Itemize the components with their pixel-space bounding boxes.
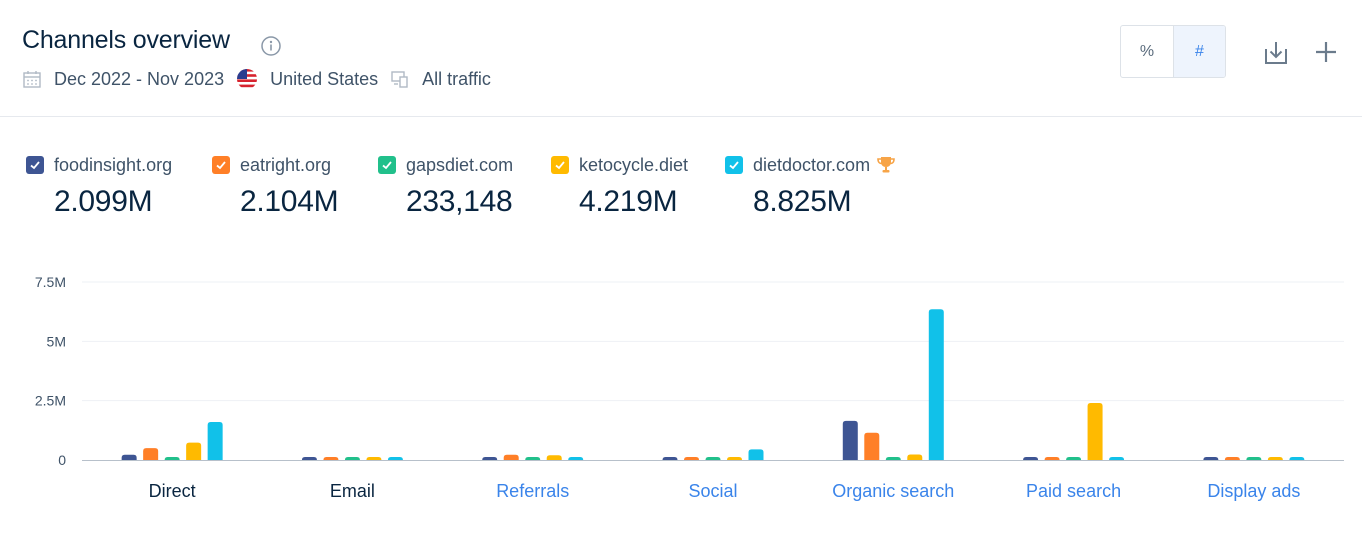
bar-gapsdiet-com-social[interactable] (705, 457, 721, 460)
bar-dietdoctor-com-direct[interactable] (207, 422, 223, 460)
channels-bar-chart: 0 2.5M 5M 7.5M Direct Email Referrals Social Org… (35, 274, 1344, 501)
x-category-label[interactable]: Referrals (496, 481, 569, 501)
legend-item-gapsdiet[interactable]: gapsdiet.com 233,148 (378, 152, 513, 219)
header: Channels overview Dec 2022 - Nov 2023 (0, 0, 1362, 117)
bar-dietdoctor-com-display-ads[interactable] (1289, 457, 1305, 460)
bar-ketocycle-diet-display-ads[interactable] (1267, 457, 1283, 460)
bar-gapsdiet-com-direct[interactable] (164, 457, 180, 460)
legend-total: 2.104M (240, 185, 339, 218)
y-tick-label: 7.5M (35, 274, 66, 290)
bar-ketocycle-diet-email[interactable] (366, 457, 382, 460)
bar-gapsdiet-com-referrals[interactable] (525, 457, 541, 460)
legend-site: foodinsight.org (54, 154, 173, 175)
traffic-type[interactable]: All traffic (422, 68, 491, 89)
legend-total: 2.099M (54, 185, 153, 218)
bar-eatright-org-organic-search[interactable] (864, 432, 880, 460)
bar-eatright-org-direct[interactable] (143, 448, 159, 460)
y-tick-label: 5M (47, 333, 66, 349)
legend-item-eatright[interactable]: eatright.org 2.104M (212, 152, 339, 219)
bar-eatright-org-paid-search[interactable] (1044, 457, 1060, 460)
legend-total: 4.219M (579, 185, 678, 218)
info-icon[interactable] (260, 35, 282, 57)
checkbox-checked-icon[interactable] (26, 156, 44, 174)
bar-dietdoctor-com-referrals[interactable] (568, 457, 584, 460)
bar-ketocycle-diet-direct[interactable] (186, 442, 202, 460)
y-tick-label: 0 (58, 452, 66, 468)
checkbox-checked-icon[interactable] (551, 156, 569, 174)
calendar-icon (23, 71, 41, 88)
devices-icon (391, 71, 408, 88)
bar-gapsdiet-com-email[interactable] (344, 457, 360, 460)
y-tick-label: 2.5M (35, 393, 66, 409)
plus-icon[interactable] (1312, 38, 1340, 66)
legend-site: dietdoctor.com (753, 154, 871, 175)
bar-foodinsight-org-direct[interactable] (121, 454, 137, 460)
bar-eatright-org-display-ads[interactable] (1224, 457, 1240, 460)
checkbox-checked-icon[interactable] (725, 156, 743, 174)
page-title: Channels overview (22, 26, 230, 54)
bar-foodinsight-org-organic-search[interactable] (842, 420, 858, 460)
bar-foodinsight-org-social[interactable] (662, 457, 678, 460)
x-category-label[interactable]: Display ads (1207, 481, 1300, 501)
country[interactable]: United States (270, 68, 379, 89)
legend-item-dietdoctor[interactable]: dietdoctor.com 8.825M (725, 152, 896, 219)
x-category-label: Email (330, 481, 375, 501)
us-flag-icon (237, 69, 258, 89)
legend-site: eatright.org (240, 154, 332, 175)
x-category-label[interactable]: Paid search (1026, 481, 1121, 501)
bar-eatright-org-social[interactable] (684, 457, 699, 460)
checkbox-checked-icon[interactable] (212, 156, 230, 174)
legend-item-foodinsight[interactable]: foodinsight.org 2.099M (26, 152, 172, 219)
date-range[interactable]: Dec 2022 - Nov 2023 (54, 68, 225, 89)
legend-site: ketocycle.diet (579, 154, 689, 175)
bar-ketocycle-diet-organic-search[interactable] (907, 454, 923, 460)
filter-summary: Dec 2022 - Nov 2023 United States All tr… (22, 67, 503, 91)
bar-ketocycle-diet-social[interactable] (727, 457, 742, 460)
bar-eatright-org-referrals[interactable] (503, 454, 519, 460)
bar-dietdoctor-com-paid-search[interactable] (1109, 457, 1125, 460)
bar-dietdoctor-com-email[interactable] (387, 457, 403, 460)
unit-toggle: % # (1120, 25, 1226, 78)
bar-gapsdiet-com-organic-search[interactable] (885, 457, 901, 460)
bar-gapsdiet-com-display-ads[interactable] (1246, 457, 1262, 460)
legend-item-ketocycle[interactable]: ketocycle.diet 4.219M (551, 152, 688, 219)
download-icon[interactable] (1261, 38, 1291, 68)
checkbox-checked-icon[interactable] (378, 156, 396, 174)
bar-foodinsight-org-referrals[interactable] (482, 457, 498, 460)
bar-ketocycle-diet-paid-search[interactable] (1087, 403, 1103, 460)
x-category-label[interactable]: Organic search (832, 481, 954, 501)
legend-site: gapsdiet.com (406, 154, 514, 175)
bar-dietdoctor-com-organic-search[interactable] (928, 309, 944, 460)
bar-eatright-org-email[interactable] (323, 457, 339, 460)
bar-dietdoctor-com-social[interactable] (748, 449, 764, 460)
bar-foodinsight-org-display-ads[interactable] (1203, 457, 1219, 460)
bar-gapsdiet-com-paid-search[interactable] (1066, 457, 1082, 460)
legend-total: 8.825M (753, 185, 852, 218)
trophy-icon (877, 157, 895, 173)
x-category-label[interactable]: Social (688, 481, 737, 501)
legend-total: 233,148 (406, 185, 513, 218)
bar-foodinsight-org-email[interactable] (301, 457, 317, 460)
number-toggle-button[interactable]: # (1173, 26, 1225, 77)
x-category-label: Direct (149, 481, 196, 501)
bar-foodinsight-org-paid-search[interactable] (1023, 457, 1039, 460)
percent-toggle-button[interactable]: % (1139, 42, 1155, 60)
bar-ketocycle-diet-referrals[interactable] (546, 455, 562, 460)
